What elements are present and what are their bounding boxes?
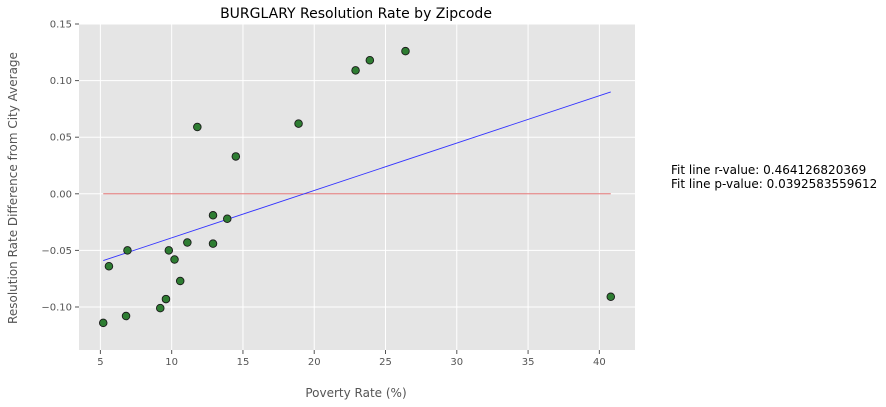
x-tick-label: 5	[97, 357, 103, 368]
x-tick-label: 35	[522, 357, 535, 368]
data-point	[170, 255, 179, 264]
data-point	[223, 214, 232, 223]
y-tick-label: −0.10	[41, 302, 72, 313]
reference-lines	[103, 91, 611, 262]
data-point	[183, 238, 192, 247]
x-tick-label: 25	[379, 357, 392, 368]
data-point	[104, 261, 114, 271]
x-axis-ticks: 5 10 15 20 25 30 35 40	[97, 350, 606, 368]
y-tick-label: 0.00	[50, 189, 72, 200]
x-tick-label: 20	[308, 357, 321, 368]
data-point	[401, 46, 410, 56]
data-point	[175, 276, 185, 286]
data-point	[231, 152, 241, 161]
y-axis-ticks: −0.10 −0.05 0.00 0.05 0.10 0.15	[41, 20, 79, 313]
data-point	[164, 246, 174, 255]
data-point	[606, 292, 616, 302]
data-point	[351, 66, 360, 75]
x-tick-label: 15	[237, 357, 250, 368]
y-tick-label: −0.05	[41, 246, 72, 257]
x-tick-label: 30	[450, 357, 463, 368]
x-axis-label: Poverty Rate (%)	[305, 386, 406, 400]
data-points	[98, 46, 616, 328]
data-point	[98, 318, 108, 328]
data-point	[193, 122, 202, 132]
data-point	[123, 246, 132, 255]
fit-line	[103, 91, 611, 262]
fit-p-value-annotation: Fit line p-value: 0.0392583559612	[671, 177, 877, 191]
data-point	[208, 211, 218, 220]
y-tick-label: 0.05	[50, 133, 72, 144]
y-tick-label: 0.10	[50, 76, 72, 87]
data-point	[161, 294, 171, 304]
fit-r-value-annotation: Fit line r-value: 0.464126820369	[671, 163, 866, 177]
x-tick-label: 10	[165, 357, 178, 368]
data-point	[294, 119, 303, 128]
chart-title: BURGLARY Resolution Rate by Zipcode	[220, 6, 492, 22]
data-point	[121, 311, 131, 321]
data-point	[156, 303, 165, 313]
data-point	[365, 55, 375, 65]
y-axis-label: Resolution Rate Difference from City Ave…	[6, 52, 20, 324]
data-point	[208, 239, 218, 248]
y-tick-label: 0.15	[50, 20, 72, 31]
x-tick-label: 40	[593, 357, 606, 368]
